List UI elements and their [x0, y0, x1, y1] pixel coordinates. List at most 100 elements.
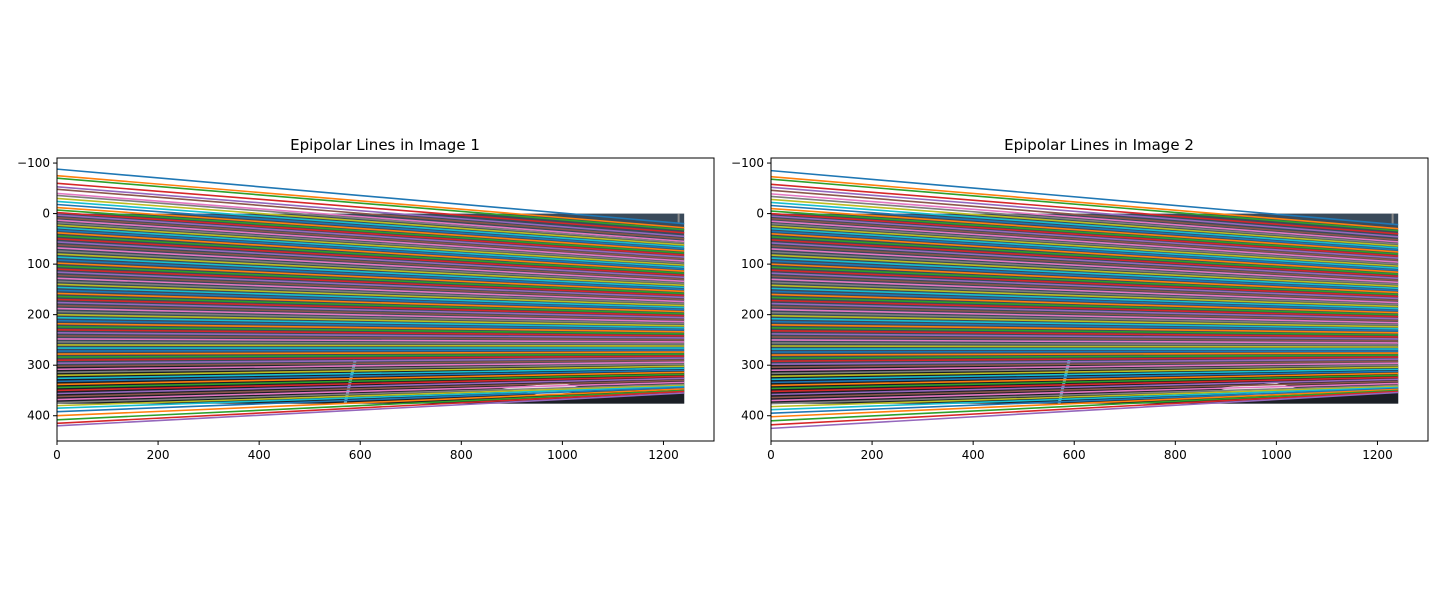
- y-tick-label: 100: [27, 257, 50, 271]
- epipolar-line: [57, 353, 685, 358]
- x-tick-label: 0: [767, 448, 775, 462]
- epipolar-line: [57, 192, 685, 243]
- epipolar-line: [771, 215, 1399, 259]
- epipolar-line: [57, 319, 685, 331]
- epipolar-line: [771, 330, 1399, 338]
- epipolar-line: [771, 384, 1399, 405]
- epipolar-line: [57, 377, 685, 395]
- epipolar-line: [771, 327, 1399, 336]
- epipolar-line: [771, 314, 1399, 328]
- epipolar-line: [771, 178, 1399, 232]
- epipolar-line: [57, 357, 685, 364]
- epipolar-line: [57, 219, 685, 262]
- epipolar-line: [771, 376, 1399, 393]
- epipolar-line: [771, 350, 1399, 353]
- epipolar-line: [57, 292, 685, 313]
- epipolar-line: [771, 385, 1399, 408]
- epipolar-line: [57, 316, 685, 329]
- epipolar-line: [57, 388, 685, 417]
- epipolar-line: [57, 375, 685, 392]
- epipolar-line: [57, 341, 685, 345]
- subplot-image-2: Epipolar Lines in Image 2 0 200 400 600 800 1…: [731, 136, 1429, 462]
- x-tick-label: 200: [147, 448, 170, 462]
- epipolar-line: [771, 362, 1399, 372]
- epipolar-line: [771, 287, 1399, 310]
- epipolar-line: [771, 382, 1399, 402]
- epipolar-line: [771, 302, 1399, 320]
- epipolar-line: [771, 352, 1399, 356]
- epipolar-line: [771, 366, 1399, 378]
- y-tick-label: 200: [27, 308, 50, 322]
- x-tick-label: 1200: [1362, 448, 1393, 462]
- epipolar-line: [771, 189, 1399, 241]
- epipolar-line: [771, 358, 1399, 365]
- epipolar-line: [57, 247, 685, 283]
- epipolar-line: [57, 250, 685, 285]
- epipolar-line: [771, 368, 1399, 381]
- epipolar-line: [57, 355, 685, 361]
- epipolar-line: [57, 265, 685, 295]
- epipolar-line: [771, 388, 1399, 418]
- epipolar-line: [57, 310, 685, 325]
- y-tick-label: 300: [741, 358, 764, 372]
- epipolar-line: [771, 217, 1399, 261]
- epipolar-line: [771, 263, 1399, 294]
- epipolar-line: [771, 390, 1399, 426]
- epipolar-line: [57, 351, 685, 355]
- epipolar-line: [57, 224, 685, 266]
- epipolar-line: [771, 230, 1399, 271]
- epipolar-line: [771, 198, 1399, 247]
- plot-area: [771, 169, 1399, 430]
- epipolar-line: [771, 175, 1399, 230]
- epipolar-line: [771, 296, 1399, 316]
- epipolar-line: [771, 207, 1399, 253]
- epipolar-line: [57, 214, 685, 258]
- epipolar-line: [771, 272, 1399, 300]
- x-tick-label: 200: [861, 448, 884, 462]
- epipolar-line: [771, 239, 1399, 278]
- epipolar-line: [771, 195, 1399, 245]
- epipolar-line: [771, 278, 1399, 304]
- epipolar-line: [57, 200, 685, 248]
- epipolar-line: [771, 269, 1399, 298]
- epipolar-line: [57, 241, 685, 279]
- epipolar-line: [771, 260, 1399, 292]
- epipolar-line: [771, 336, 1399, 342]
- epipolar-line: [771, 251, 1399, 286]
- epipolar-line: [57, 262, 685, 293]
- epipolar-line: [771, 212, 1399, 257]
- y-tick-label: −100: [17, 156, 50, 170]
- epipolar-line: [771, 210, 1399, 255]
- epipolar-line: [57, 197, 685, 246]
- epipolar-line: [771, 242, 1399, 280]
- epipolar-line: [771, 317, 1399, 330]
- epipolar-line: [57, 363, 685, 374]
- subplot-image-1: Epipolar Lines in Image 1 0 200 400 600 800 1…: [17, 136, 715, 462]
- axes-frame: [56, 157, 715, 442]
- epipolar-line: [771, 387, 1399, 415]
- epipolar-line: [771, 364, 1399, 375]
- epipolar-line: [57, 229, 685, 270]
- epipolar-line: [57, 325, 685, 335]
- x-tick-label: 400: [962, 448, 985, 462]
- epipolar-line: [57, 371, 685, 386]
- epipolar-line: [57, 335, 685, 341]
- y-tick-label: −100: [731, 156, 764, 170]
- x-tick-label: 1000: [547, 448, 578, 462]
- epipolar-line: [771, 222, 1399, 265]
- epipolar-line: [771, 342, 1399, 346]
- epipolar-line: [771, 372, 1399, 387]
- epipolar-line: [771, 204, 1399, 251]
- epipolar-line: [57, 203, 685, 250]
- epipolar-line: [57, 256, 685, 289]
- epipolar-line: [771, 248, 1399, 284]
- epipolar-line: [771, 386, 1399, 411]
- epipolar-line: [57, 385, 685, 409]
- epipolar-line: [57, 295, 685, 315]
- x-tick-label: 0: [53, 448, 61, 462]
- epipolar-line: [771, 284, 1399, 308]
- epipolar-line: [57, 231, 685, 272]
- x-tick-label: 600: [1063, 448, 1086, 462]
- epipolar-line: [771, 275, 1399, 302]
